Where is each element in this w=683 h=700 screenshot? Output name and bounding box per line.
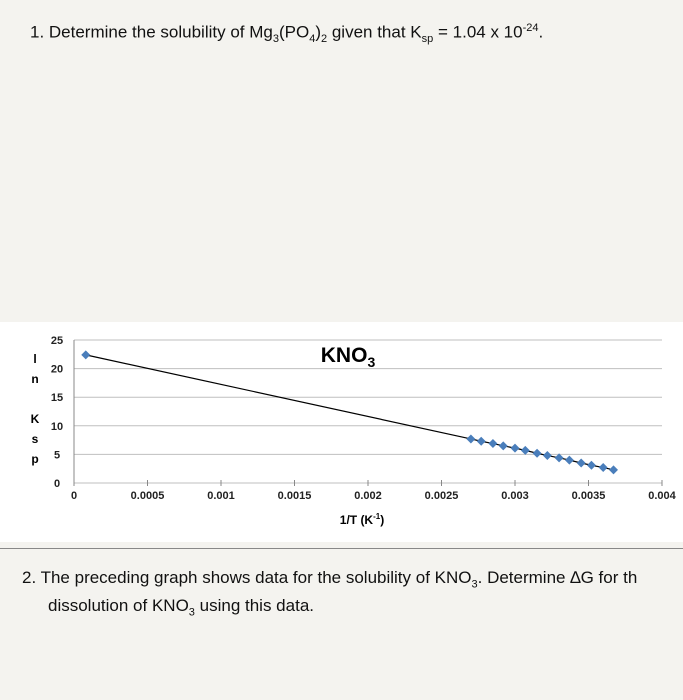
subscript: 3 (471, 578, 478, 591)
data-point (488, 439, 498, 449)
subscript: 4 (309, 33, 316, 46)
data-point (466, 434, 476, 444)
data-point (598, 463, 608, 473)
question-2-line-2: dissolution of KNO3 using this data. (48, 596, 314, 618)
title-text: KNO (321, 344, 368, 367)
y-tick-label: 20 (51, 364, 63, 376)
data-point (564, 455, 574, 465)
data-point (520, 445, 530, 455)
text: = 1.04 x 10 (433, 22, 523, 42)
text: . (538, 22, 544, 42)
y-tick-label: 25 (51, 335, 63, 347)
chart: KNO3 1/T (K-1) ln Ksp 0 5 10 15 20 25 0 0.0005 0… (0, 322, 683, 542)
x-label-text: ) (380, 513, 384, 527)
x-tick-label: 0.004 (648, 490, 676, 502)
data-point (586, 460, 596, 470)
data-point (532, 448, 542, 458)
text: 2. The preceding graph shows data for th… (22, 568, 472, 587)
subscript: 3 (272, 33, 279, 46)
data-point (81, 350, 91, 360)
data-point (510, 443, 520, 453)
x-tick-label: 0.002 (354, 490, 382, 502)
subscript: 3 (188, 606, 195, 619)
superscript: -24 (522, 22, 539, 34)
chart-title: KNO3 (321, 344, 376, 370)
data-point (576, 458, 586, 468)
x-axis-label: 1/T (K-1) (340, 512, 384, 527)
x-tick-label: 0.001 (207, 490, 235, 502)
text: ) (315, 22, 321, 42)
question-2: 2. The preceding graph shows data for th… (22, 568, 637, 590)
text: dissolution of KNO (48, 596, 189, 615)
x-label-text: 1/T (K (340, 513, 374, 527)
text: 1. Determine the solubility of Mg (30, 22, 273, 42)
x-tick-label: 0 (71, 490, 77, 502)
y-tick-label: 10 (51, 421, 63, 433)
data-point (498, 441, 508, 451)
data-point (542, 451, 552, 461)
text: using this data. (194, 596, 314, 615)
chart-background (0, 322, 683, 542)
x-tick-label: 0.0005 (131, 490, 165, 502)
x-tick-label: 0.0035 (572, 490, 606, 502)
x-tick-label: 0.003 (501, 490, 529, 502)
question-1: 1. Determine the solubility of Mg3(PO4)2… (30, 22, 543, 45)
y-tick-label: 5 (54, 449, 60, 461)
subscript: 2 (321, 33, 328, 46)
y-tick-label: 15 (51, 392, 63, 404)
x-tick-label: 0.0015 (278, 490, 312, 502)
text: . Determine ∆G for th (477, 568, 638, 587)
data-point (554, 453, 564, 463)
x-tick-label: 0.0025 (425, 490, 459, 502)
text: given that K (327, 22, 422, 42)
separator (0, 548, 683, 549)
data-point (476, 436, 486, 446)
y-tick-label: 0 (54, 478, 60, 490)
title-subscript: 3 (367, 354, 375, 370)
data-point (608, 465, 618, 475)
subscript: sp (421, 33, 434, 46)
text: (PO (278, 22, 310, 42)
y-axis-label: ln Ksp (28, 352, 42, 472)
x-label-superscript: -1 (373, 512, 381, 521)
